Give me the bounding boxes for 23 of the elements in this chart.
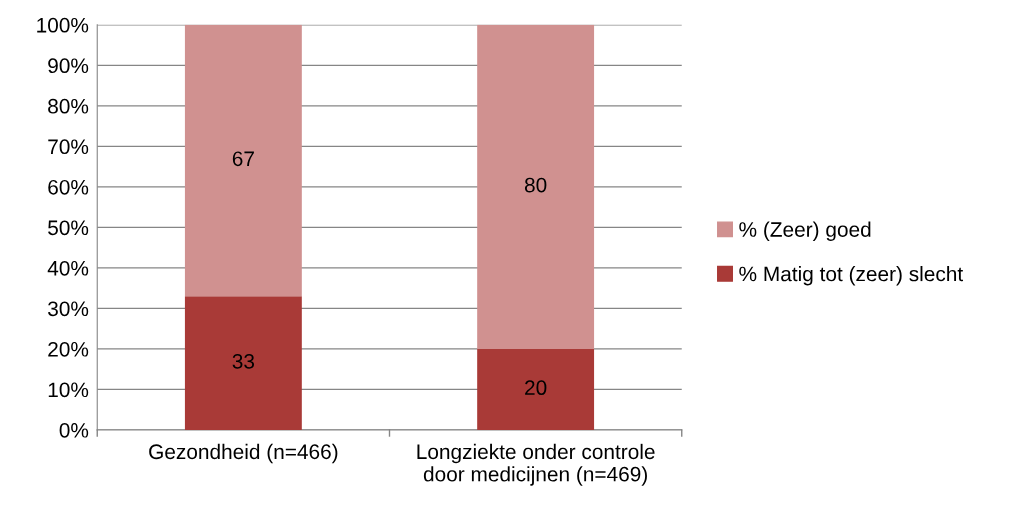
y-tick-label: 20% (48, 341, 89, 357)
bar (477, 24, 595, 349)
bar (477, 348, 595, 430)
x-tick-label: Longziekte onder controle door medicijnen (n=469) (417, 443, 655, 486)
y-tick-label: 60% (48, 179, 89, 195)
legend-label: % Matig tot (zeer) slecht (739, 266, 964, 286)
data-label: 33 (232, 353, 255, 369)
y-tick-label: 10% (48, 382, 89, 398)
legend-label: % (Zeer) goed (739, 221, 871, 241)
bar (184, 296, 302, 430)
y-tick-label: 0% (59, 422, 89, 438)
y-tick-label: 30% (48, 301, 89, 317)
data-label: 20 (525, 380, 547, 396)
data-label: 80 (524, 177, 547, 193)
data-label: 67 (232, 151, 254, 167)
y-tick-label: 100% (37, 17, 89, 33)
x-tick-label: Gezondheid (n=466) (149, 443, 338, 464)
y-tick-label: 50% (48, 220, 89, 236)
y-tick-label: 80% (48, 98, 89, 114)
y-tick-label: 70% (48, 139, 89, 155)
y-tick-label: 90% (48, 58, 89, 74)
bar (184, 24, 302, 297)
y-tick-label: 40% (47, 260, 89, 276)
